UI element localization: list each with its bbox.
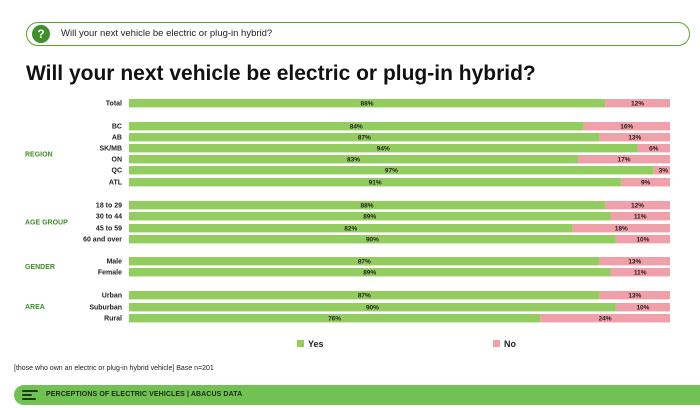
bar-no: [605, 201, 670, 210]
row-label: ATL: [109, 180, 123, 187]
bar-yes: [129, 212, 611, 221]
row-label: ON: [112, 157, 123, 164]
data-label-yes: 82%: [344, 226, 357, 233]
bar-no: [605, 99, 670, 108]
data-label-yes: 83%: [347, 157, 360, 164]
bar-no: [583, 122, 670, 131]
bar-no: [578, 155, 670, 164]
data-label-no: 13%: [628, 293, 641, 300]
bar-no: [637, 144, 670, 153]
row-label: Total: [106, 101, 122, 108]
data-label-no: 17%: [618, 157, 631, 164]
data-label-yes: 87%: [358, 293, 371, 300]
bar-yes: [129, 314, 541, 323]
row-label: Rural: [104, 316, 122, 323]
data-label-no: 11%: [634, 270, 647, 277]
data-label-no: 13%: [628, 259, 641, 266]
question-icon: ?: [32, 25, 50, 43]
data-label-yes: 94%: [377, 146, 390, 153]
question-banner: ? Will your next vehicle be electric or …: [26, 22, 690, 46]
bar-yes: [129, 235, 616, 244]
footer-text: PERCEPTIONS OF ELECTRIC VEHICLES | ABACU…: [46, 391, 243, 398]
bar-yes: [129, 303, 616, 312]
data-label-no: 24%: [599, 316, 612, 323]
data-label-yes: 87%: [358, 135, 371, 142]
legend-swatch-no: [493, 340, 500, 347]
bar-no: [621, 178, 670, 187]
abacus-logo-icon: [22, 390, 38, 400]
data-label-no: 6%: [649, 146, 659, 153]
bar-yes: [129, 291, 600, 300]
legend-label-yes: Yes: [308, 339, 324, 349]
bar-yes: [129, 99, 606, 108]
bar-yes: [129, 122, 584, 131]
row-label: 18 to 29: [96, 203, 122, 210]
data-label-no: 18%: [615, 226, 628, 233]
bar-no: [599, 291, 670, 300]
bar-yes: [129, 133, 600, 142]
data-label-yes: 88%: [361, 203, 374, 210]
data-label-yes: 87%: [358, 259, 371, 266]
row-label: Urban: [102, 293, 122, 300]
data-label-yes: 90%: [366, 305, 379, 312]
bar-yes: [129, 224, 573, 233]
footnote: [those who own an electric or plug-in hy…: [14, 365, 214, 372]
data-label-yes: 89%: [363, 270, 376, 277]
bar-no: [610, 268, 670, 277]
bar-no: [615, 235, 670, 244]
data-label-yes: 89%: [363, 214, 376, 221]
bar-no: [610, 212, 670, 221]
row-label: 60 and over: [83, 237, 122, 244]
row-label: Suburban: [89, 305, 122, 312]
data-label-yes: 76%: [328, 316, 341, 323]
bar-yes: [129, 201, 606, 210]
bar-no: [615, 303, 670, 312]
data-label-yes: 84%: [350, 124, 363, 131]
legend-swatch-yes: [297, 340, 304, 347]
bar-no: [653, 166, 670, 175]
data-label-no: 16%: [620, 124, 633, 131]
row-label: Male: [106, 259, 122, 266]
bar-yes: [129, 166, 654, 175]
data-label-no: 9%: [641, 180, 651, 187]
bar-yes: [129, 178, 622, 187]
data-label-yes: 90%: [366, 237, 379, 244]
group-label: AREA: [25, 304, 45, 311]
data-label-no: 12%: [631, 101, 644, 108]
row-label: BC: [112, 124, 122, 131]
data-label-no: 11%: [634, 214, 647, 221]
data-label-yes: 97%: [385, 168, 398, 175]
group-label: GENDER: [25, 264, 55, 271]
data-label-no: 13%: [628, 135, 641, 142]
data-label-no: 3%: [659, 168, 669, 175]
bar-no: [572, 224, 670, 233]
group-label: AGE GROUP: [25, 220, 68, 227]
data-label-no: 10%: [636, 305, 649, 312]
bar-yes: [129, 257, 600, 266]
bar-yes: [129, 155, 579, 164]
bar-no: [599, 133, 670, 142]
stacked-bar-chart: Total 88% 12% REGION BC 84% 16% AB 87% 13% SK/MB 94…: [25, 99, 670, 349]
row-label: 30 to 44: [96, 214, 122, 221]
data-label-no: 12%: [631, 203, 644, 210]
footer-bar: PERCEPTIONS OF ELECTRIC VEHICLES | ABACU…: [14, 385, 700, 405]
data-label-yes: 88%: [361, 101, 374, 108]
question-text: Will your next vehicle be electric or pl…: [61, 28, 273, 39]
row-label: AB: [112, 135, 122, 142]
bar-yes: [129, 144, 638, 153]
row-label: SK/MB: [99, 146, 122, 153]
bar-yes: [129, 268, 611, 277]
row-label: QC: [112, 168, 123, 175]
bar-no: [540, 314, 670, 323]
bar-no: [599, 257, 670, 266]
row-label: Female: [98, 270, 122, 277]
data-label-no: 10%: [636, 237, 649, 244]
group-label: REGION: [25, 152, 53, 159]
legend-label-no: No: [504, 339, 516, 349]
page-title: Will your next vehicle be electric or pl…: [26, 62, 536, 85]
data-label-yes: 91%: [369, 180, 382, 187]
row-label: 45 to 59: [96, 226, 122, 233]
